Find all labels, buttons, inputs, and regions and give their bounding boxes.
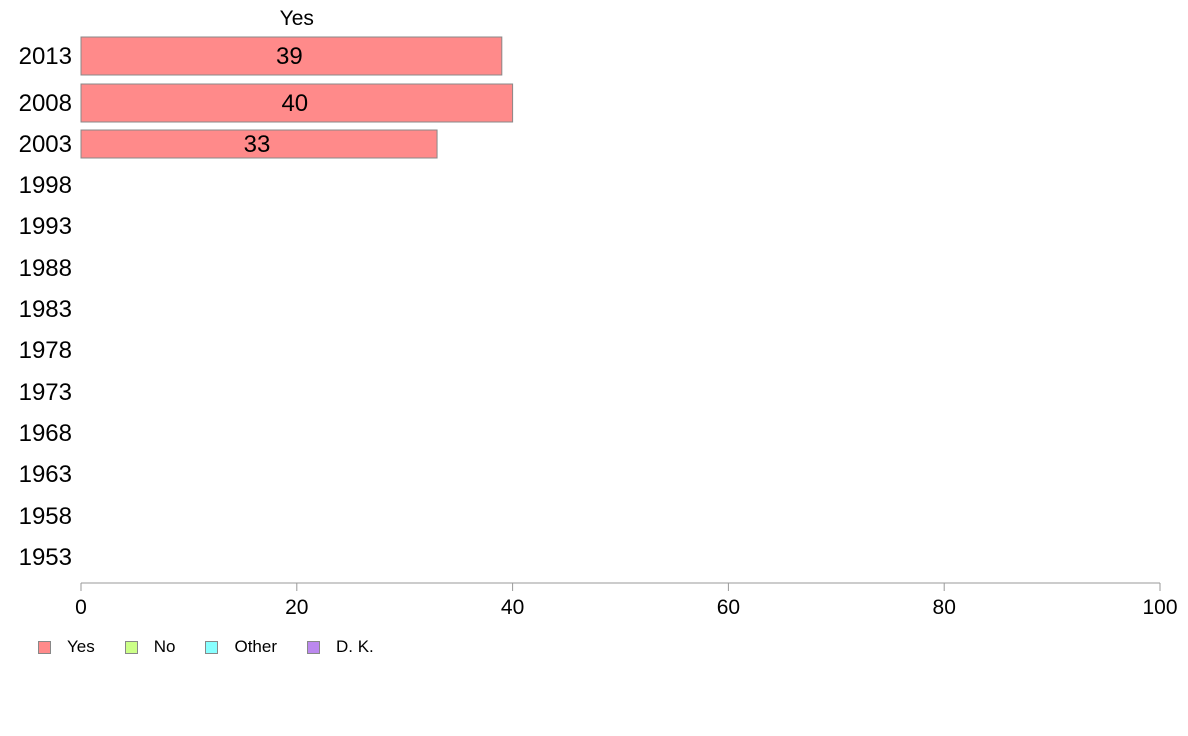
bar-yes-2008 [80, 83, 514, 123]
x-tick-label-40: 40 [501, 596, 524, 619]
legend-item-yes: Yes [38, 637, 95, 657]
x-tick-label-0: 0 [75, 596, 87, 619]
x-tick-label-80: 80 [933, 596, 956, 619]
category-label-1968: 1968 [19, 420, 72, 447]
category-label-2003: 2003 [19, 131, 72, 158]
bar-yes-2013 [80, 36, 503, 76]
data-label-2003: 33 [244, 131, 271, 158]
category-label-1978: 1978 [19, 337, 72, 364]
category-label-1973: 1973 [19, 379, 72, 406]
legend: Yes No Other D. K. [38, 637, 404, 657]
category-label-2008: 2008 [19, 90, 72, 117]
category-label-1988: 1988 [19, 255, 72, 282]
category-label-1958: 1958 [19, 503, 72, 530]
legend-item-dk: D. K. [307, 637, 374, 657]
data-label-2008: 40 [281, 90, 308, 117]
category-label-2013: 2013 [19, 43, 72, 70]
bar-yes-2003 [80, 129, 438, 159]
legend-item-other: Other [205, 637, 277, 657]
category-label-1998: 1998 [19, 172, 72, 199]
legend-label-dk: D. K. [336, 637, 374, 656]
category-label-1983: 1983 [19, 296, 72, 323]
chart-title: Yes [280, 7, 314, 30]
category-label-1993: 1993 [19, 213, 72, 240]
category-label-1953: 1953 [19, 544, 72, 571]
legend-swatch-yes [38, 640, 51, 654]
data-label-2013: 39 [276, 43, 303, 70]
bar-chart: Yes 2013 2008 2003 1998 1993 1988 1983 1978 1973 1… [19, 7, 1178, 619]
legend-label-yes: Yes [67, 637, 95, 656]
x-tick-label-100: 100 [1142, 596, 1177, 619]
x-tick-label-60: 60 [717, 596, 740, 619]
legend-swatch-dk [307, 640, 320, 654]
category-label-1963: 1963 [19, 461, 72, 488]
legend-label-other: Other [234, 637, 277, 656]
legend-swatch-other [205, 640, 219, 654]
legend-label-no: No [153, 637, 176, 656]
x-tick-label-20: 20 [285, 596, 308, 619]
legend-swatch-no [124, 640, 138, 654]
legend-item-no: No [124, 637, 176, 657]
